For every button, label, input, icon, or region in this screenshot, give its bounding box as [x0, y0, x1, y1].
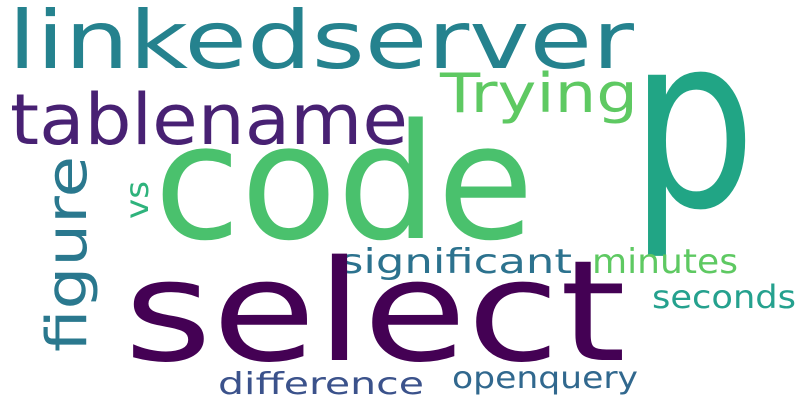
word-openquery: openquery — [452, 361, 638, 396]
word-difference: difference — [218, 367, 424, 400]
word-seconds: seconds — [652, 278, 796, 316]
word-figure: figure — [35, 156, 100, 352]
word-select: select — [124, 231, 626, 394]
word-minutes: minutes — [592, 242, 738, 282]
word-vs: vs — [118, 181, 156, 219]
word-code: code — [154, 89, 534, 276]
word-tablename: tablename — [10, 79, 408, 161]
word-trying: Trying — [439, 62, 638, 125]
word-linkedserver: linkedserver — [8, 0, 634, 87]
word-significant: significant — [340, 242, 572, 282]
word-p: p — [630, 0, 756, 263]
